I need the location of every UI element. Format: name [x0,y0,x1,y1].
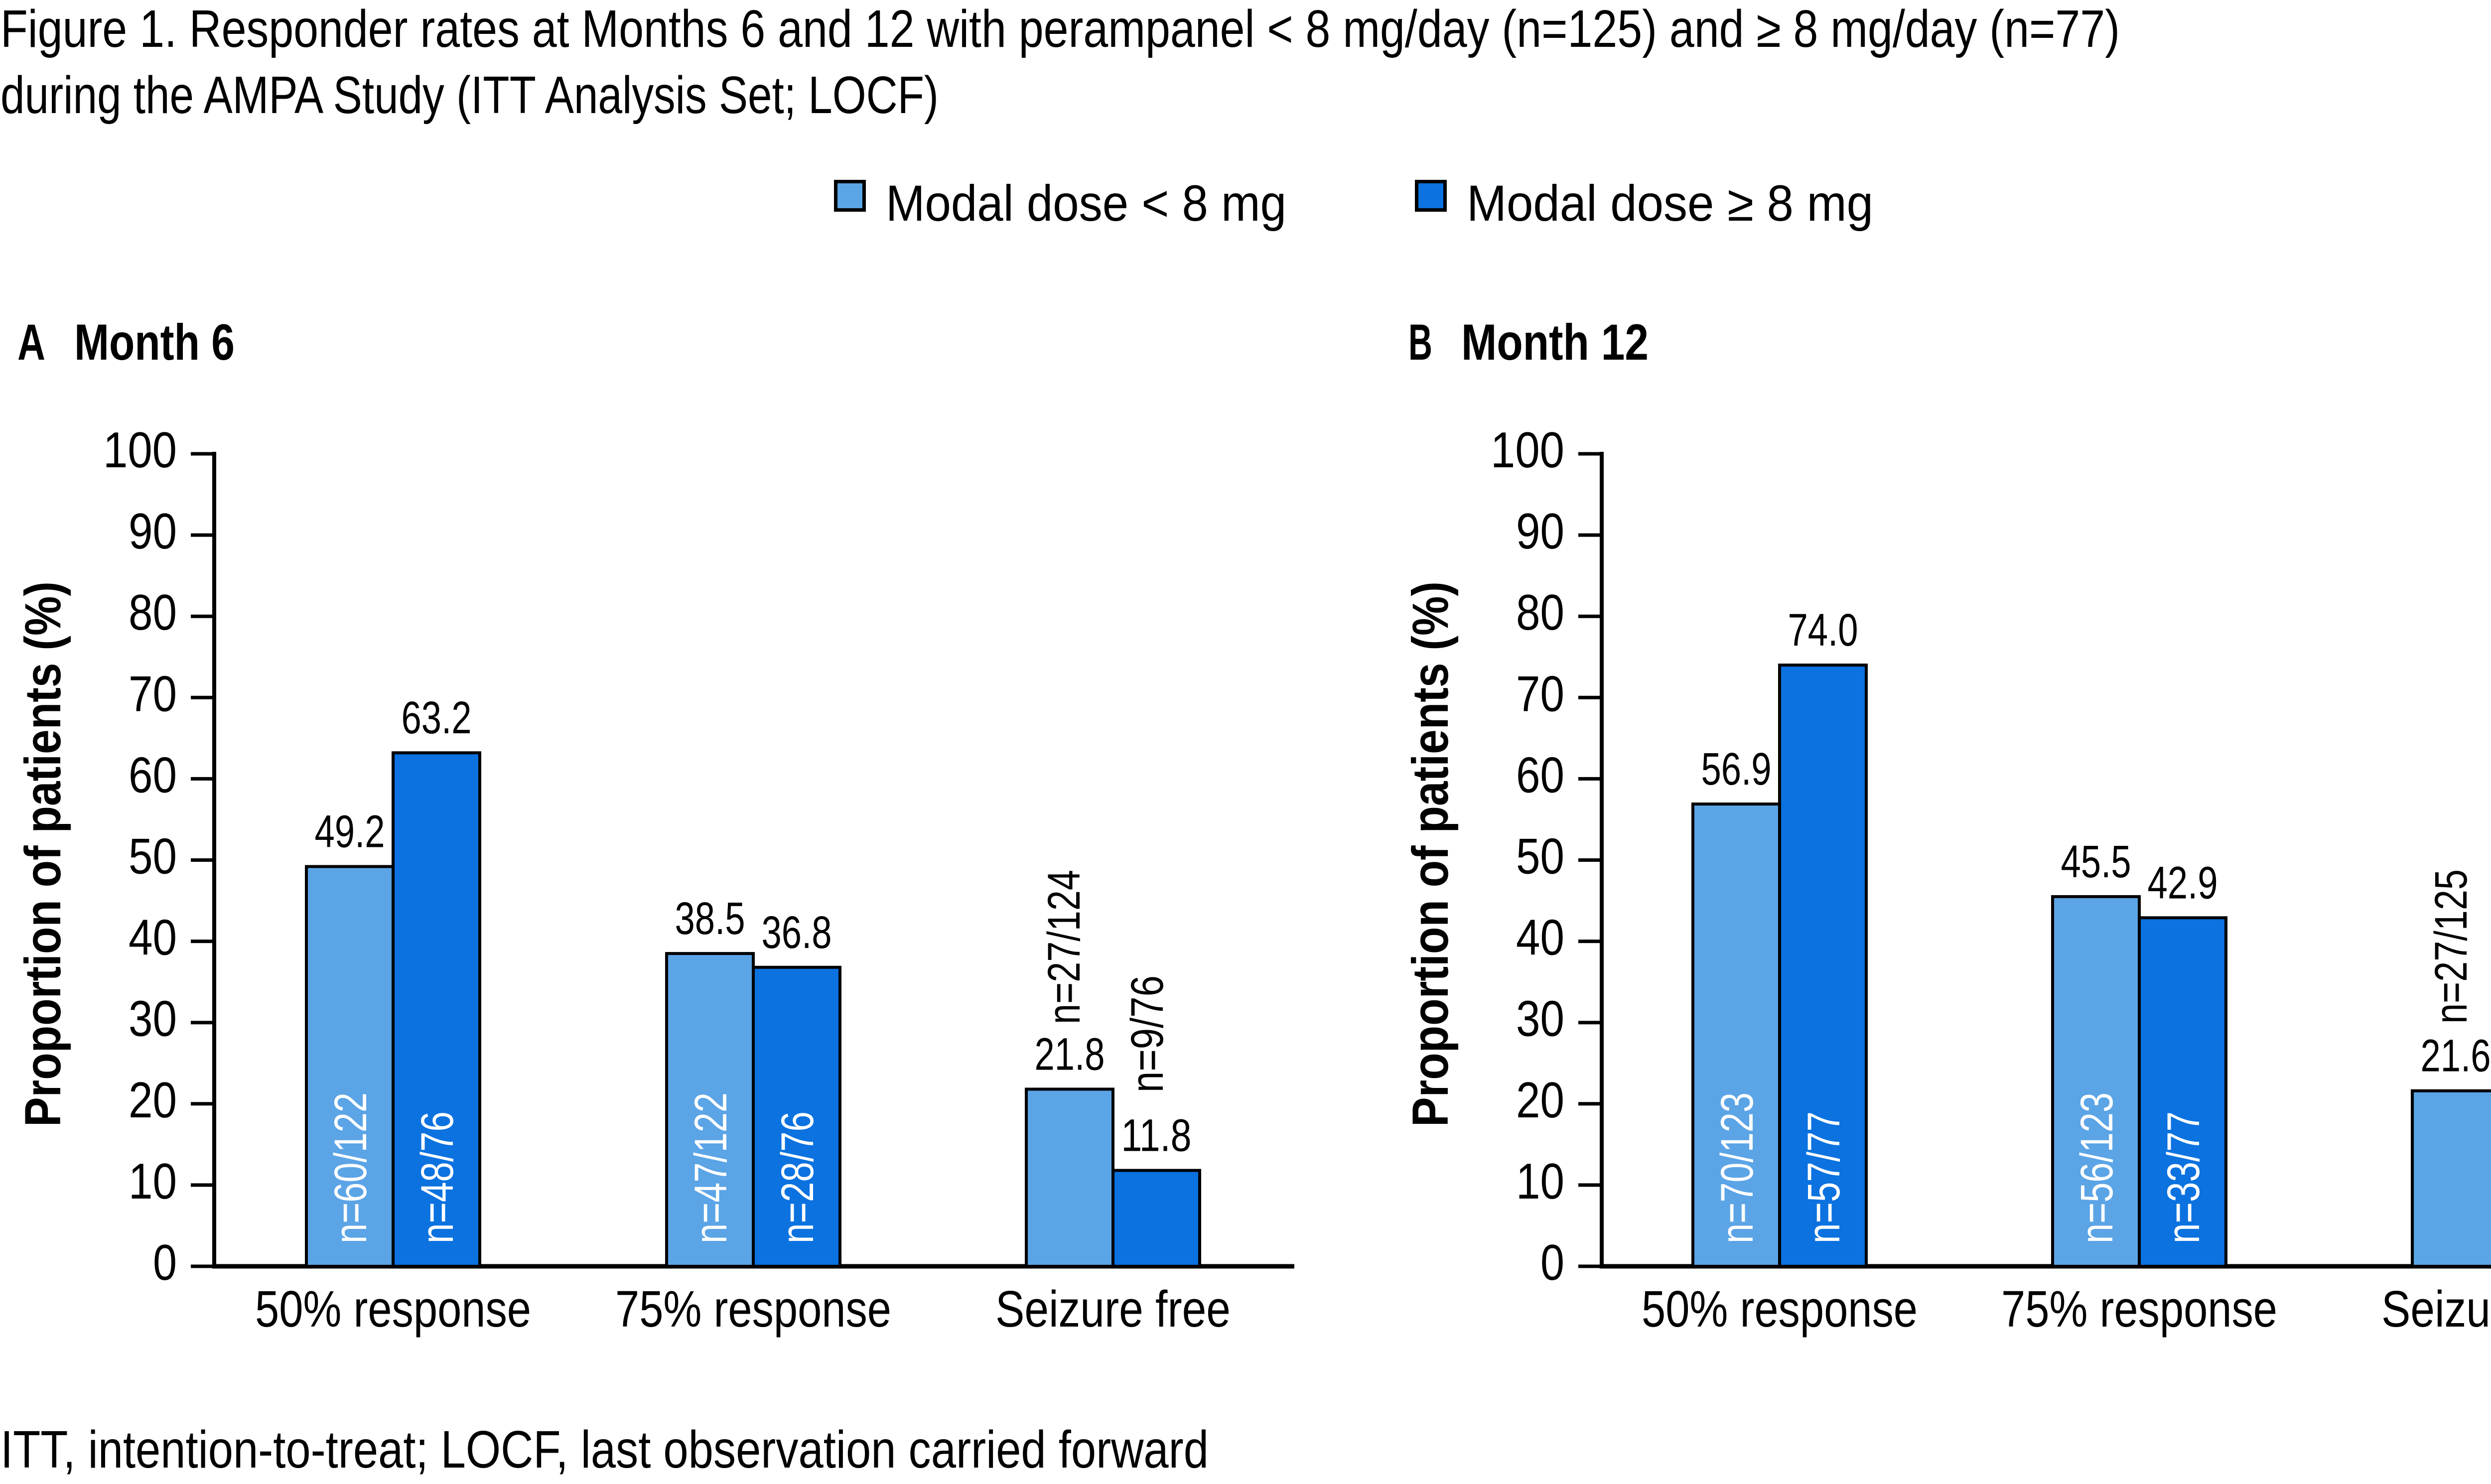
svg-text:Month 12: Month 12 [1461,314,1649,371]
svg-text:0: 0 [1540,1235,1564,1291]
svg-text:0: 0 [153,1235,177,1291]
svg-text:100: 100 [103,422,177,478]
svg-text:36.8: 36.8 [762,907,832,958]
svg-text:75% response: 75% response [615,1280,891,1338]
svg-text:Month 6: Month 6 [74,314,235,371]
svg-text:38.5: 38.5 [675,893,745,944]
svg-text:45.5: 45.5 [2061,836,2131,887]
svg-text:n=57/77: n=57/77 [1799,1111,1849,1243]
svg-text:90: 90 [129,504,177,559]
svg-text:20: 20 [129,1073,177,1128]
svg-text:50% response: 50% response [255,1280,531,1338]
svg-text:n=9/76: n=9/76 [1122,975,1173,1092]
svg-text:40: 40 [129,910,177,966]
svg-text:A: A [17,314,45,371]
svg-text:50: 50 [129,829,177,885]
svg-text:21.8: 21.8 [1035,1029,1105,1079]
svg-text:42.9: 42.9 [2148,857,2218,908]
svg-text:n=27/125: n=27/125 [2426,869,2477,1024]
svg-text:n=28/76: n=28/76 [772,1111,823,1243]
svg-text:60: 60 [129,747,177,803]
svg-text:50: 50 [1516,829,1564,885]
svg-text:Seizure free: Seizure free [995,1280,1231,1338]
svg-text:during the AMPA Study (ITT Ana: during the AMPA Study (ITT Analysis Set;… [0,66,939,125]
svg-text:75% response: 75% response [2001,1280,2277,1338]
svg-text:n=70/123: n=70/123 [1712,1092,1763,1243]
svg-text:Modal dose ≥ 8 mg: Modal dose ≥ 8 mg [1467,175,1873,232]
svg-text:n=47/122: n=47/122 [686,1092,736,1243]
svg-text:30: 30 [129,991,177,1047]
svg-text:70: 70 [1516,666,1564,722]
svg-text:63.2: 63.2 [402,692,472,743]
svg-text:n=60/122: n=60/122 [325,1092,376,1243]
svg-text:n=56/123: n=56/123 [2072,1092,2122,1243]
svg-text:30: 30 [1516,991,1564,1047]
svg-text:ITT, intention-to-treat; LOCF,: ITT, intention-to-treat; LOCF, last obse… [0,1420,1209,1479]
svg-text:90: 90 [1516,504,1564,559]
svg-text:20: 20 [1516,1073,1564,1128]
svg-text:11.8: 11.8 [1121,1110,1192,1161]
svg-text:n=33/77: n=33/77 [2158,1111,2209,1243]
svg-text:n=48/76: n=48/76 [412,1111,463,1243]
svg-text:80: 80 [129,585,177,641]
svg-text:Proportion of patients (%): Proportion of patients (%) [14,581,71,1127]
svg-text:Seizure free: Seizure free [2381,1280,2491,1338]
svg-text:Proportion of patients (%): Proportion of patients (%) [1402,581,1459,1127]
svg-text:Figure 1. Responder rates at M: Figure 1. Responder rates at Months 6 an… [0,0,2120,58]
svg-text:100: 100 [1491,422,1564,478]
svg-text:n=27/124: n=27/124 [1039,870,1090,1024]
svg-text:60: 60 [1516,747,1564,803]
svg-text:B: B [1408,314,1432,371]
svg-text:10: 10 [129,1154,177,1210]
svg-text:74.0: 74.0 [1788,605,1858,656]
svg-text:49.2: 49.2 [315,807,385,857]
svg-text:70: 70 [129,666,177,722]
svg-text:40: 40 [1516,910,1564,966]
svg-text:10: 10 [1516,1154,1564,1210]
svg-text:56.9: 56.9 [1701,744,1772,795]
svg-text:Modal dose < 8 mg: Modal dose < 8 mg [886,175,1286,232]
svg-text:50% response: 50% response [1642,1280,1918,1338]
svg-text:80: 80 [1516,585,1564,641]
svg-text:21.6: 21.6 [2421,1031,2491,1081]
